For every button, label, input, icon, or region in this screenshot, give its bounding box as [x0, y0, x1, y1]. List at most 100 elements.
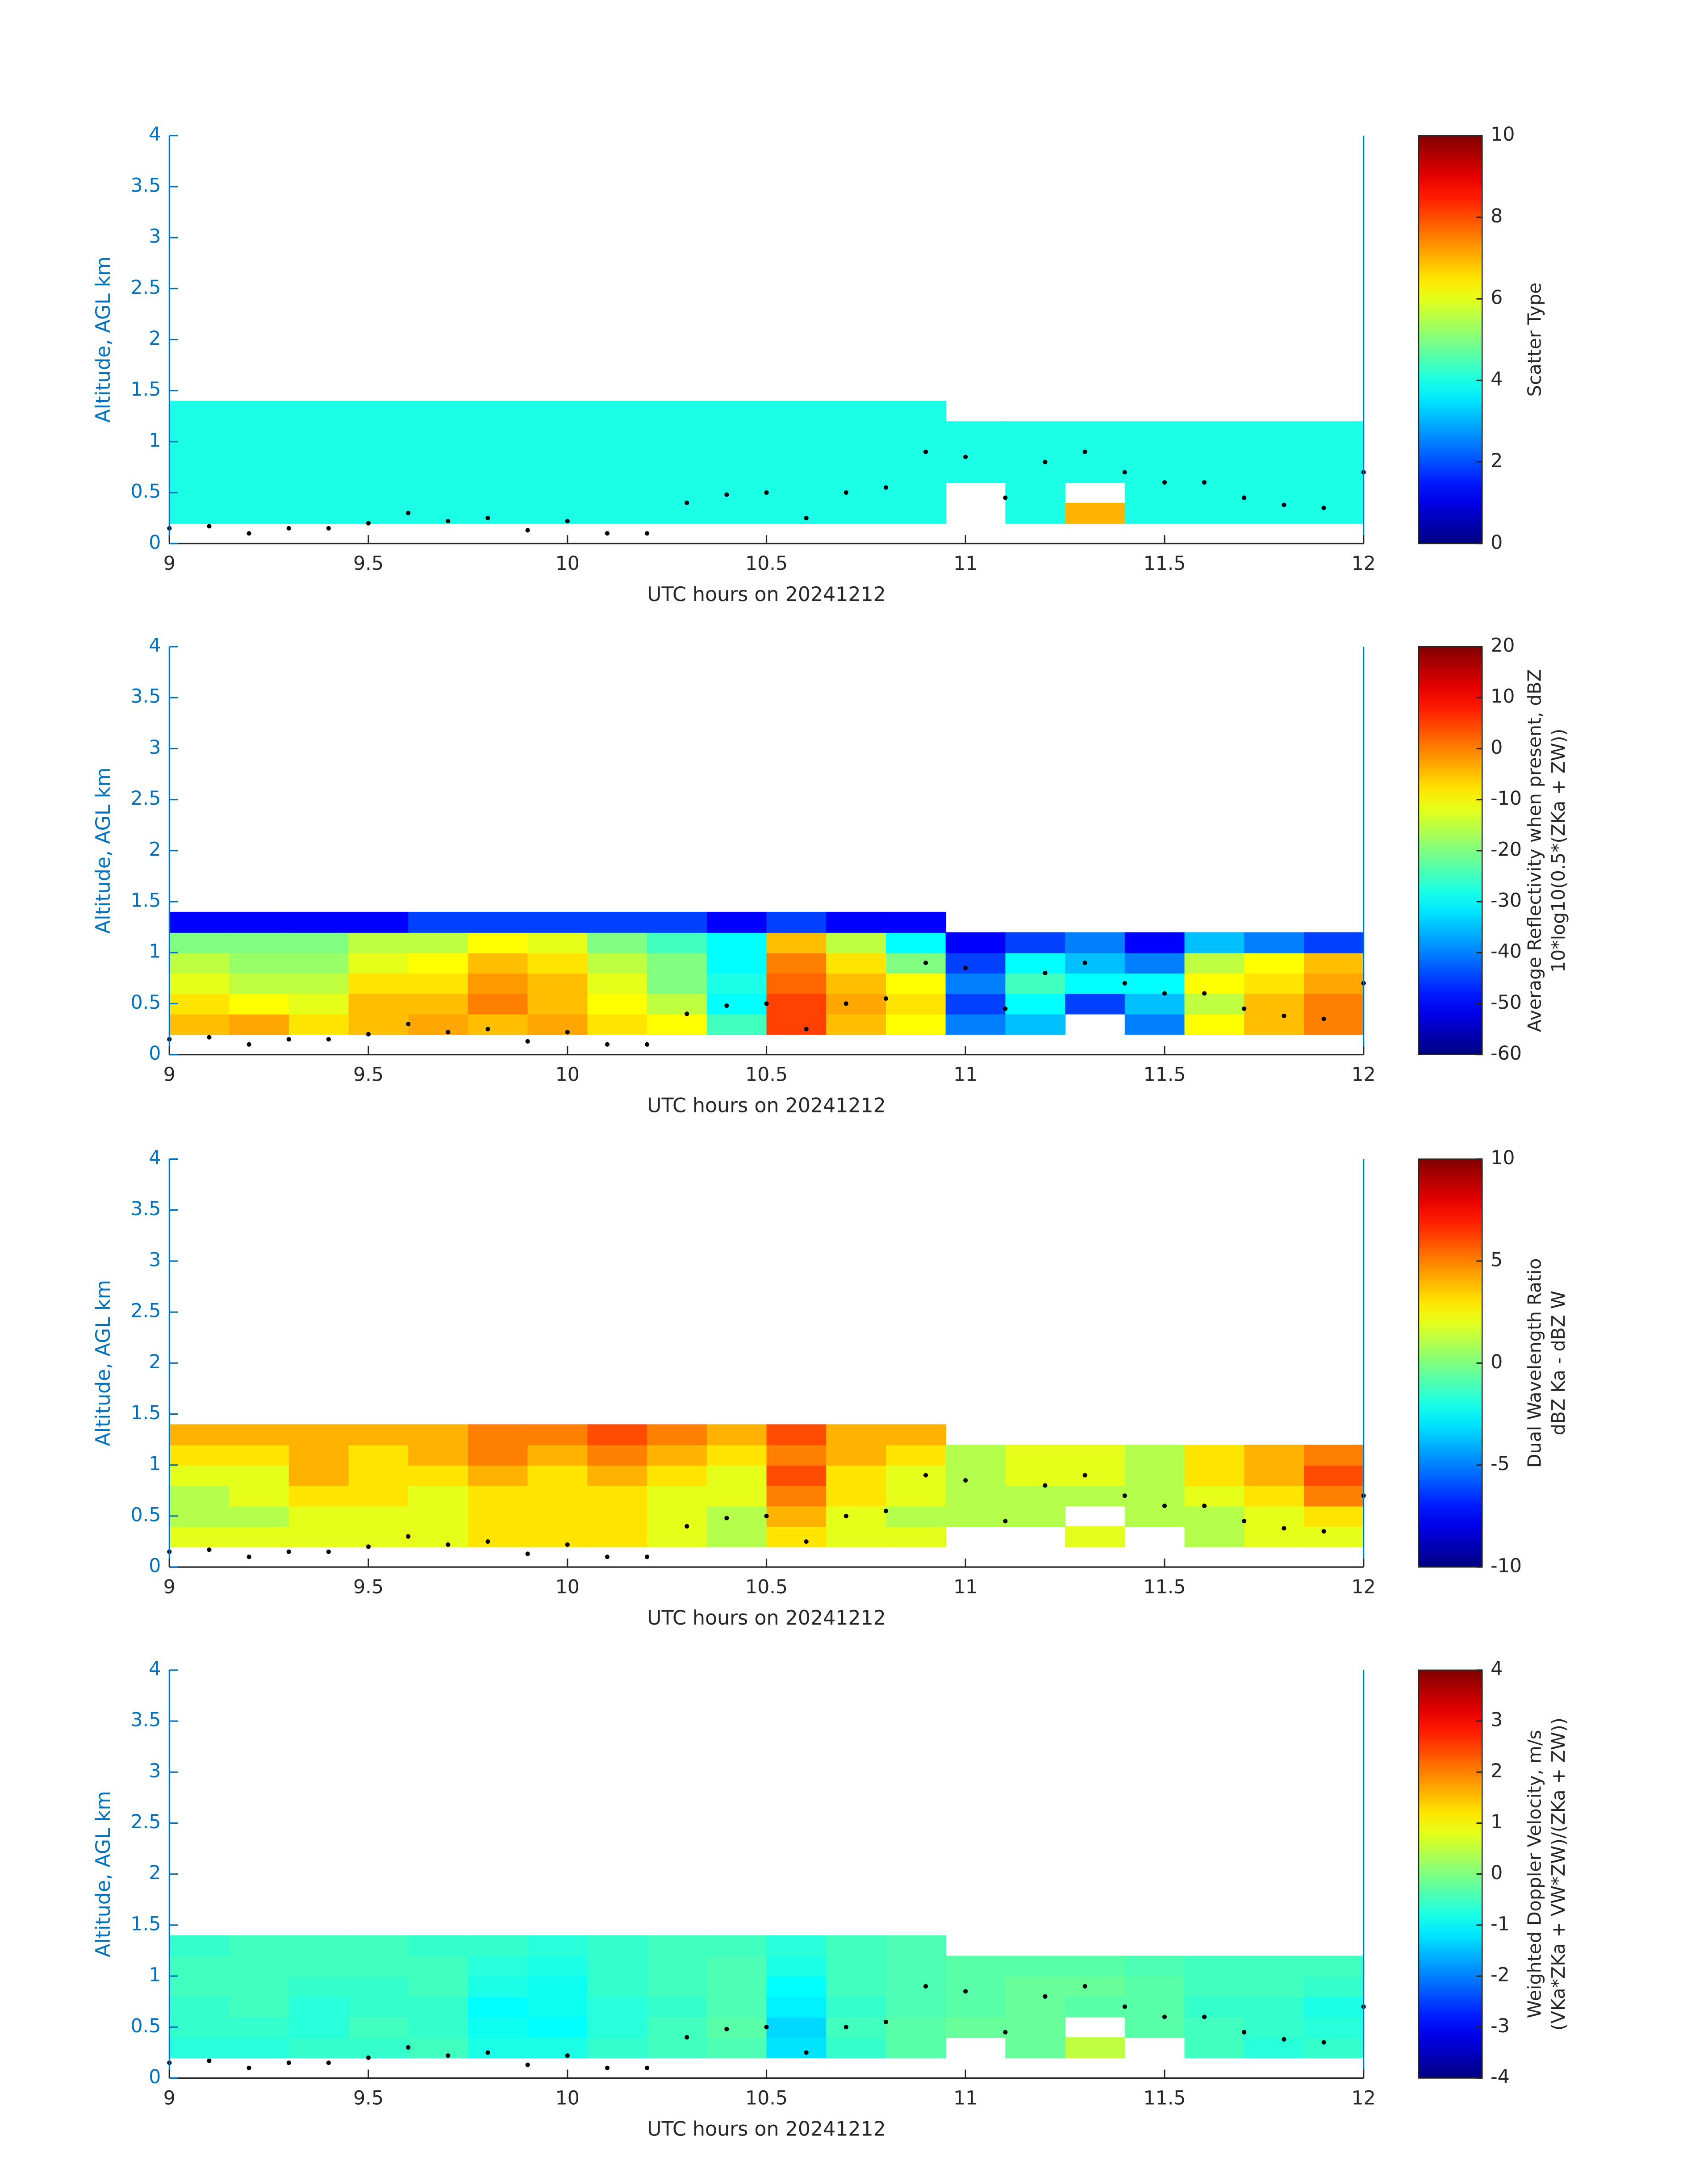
heatmap-cell [229, 1935, 290, 1956]
heatmap-cell [766, 462, 827, 483]
colorbar-tick-label: 10 [1491, 123, 1515, 146]
x-tick-label: 11.5 [1143, 1064, 1186, 1086]
point [366, 521, 371, 526]
y-tick-label: 1.5 [131, 1913, 161, 1935]
heatmap-cell [766, 2017, 827, 2038]
heatmap-cell [348, 1465, 409, 1486]
x-tick-label: 10.5 [745, 552, 788, 575]
point [1082, 961, 1087, 965]
heatmap-cell [527, 1526, 588, 1547]
heatmap-cell [288, 993, 349, 1015]
heatmap-cell [229, 911, 290, 933]
heatmap-cell [647, 1506, 708, 1527]
heatmap-cell [945, 462, 1006, 483]
heatmap-cell [1005, 1996, 1066, 2018]
heatmap-cell [468, 993, 528, 1015]
heatmap-cell [706, 1424, 767, 1446]
heatmap-cell [1244, 1956, 1305, 1977]
heatmap-cell [408, 482, 469, 504]
heatmap-cell [468, 973, 528, 994]
heatmap-cell [229, 1445, 290, 1466]
heatmap-cell [1184, 482, 1245, 504]
heatmap-cell [885, 482, 946, 504]
heatmap-cell [885, 1424, 946, 1446]
colorbar-label: Weighted Doppler Velocity, m/s [1524, 1730, 1545, 2018]
colorbar-tick-label: -40 [1491, 940, 1522, 963]
x-axis-label: UTC hours on 20241212 [647, 1607, 886, 1630]
heatmap-cell [408, 1935, 469, 1956]
heatmap-cell [587, 462, 648, 483]
x-tick-label: 12 [1352, 2087, 1376, 2109]
x-tick-label: 10 [555, 1576, 580, 1598]
colorbar-tick-label: -4 [1491, 2066, 1510, 2088]
x-tick-label: 11.5 [1143, 1576, 1186, 1598]
x-tick-label: 10.5 [745, 1064, 788, 1086]
heatmap-cell [1303, 993, 1364, 1015]
heatmap-cell [1244, 441, 1305, 463]
heatmap-cell [1303, 1956, 1364, 1977]
heatmap-cell [1005, 462, 1066, 483]
heatmap-cell [348, 911, 409, 933]
heatmap-cell [826, 1424, 887, 1446]
heatmap-cell [408, 1485, 469, 1507]
heatmap-cell [527, 1485, 588, 1507]
heatmap-cell [766, 1956, 827, 1977]
heatmap-cell [706, 953, 767, 974]
heatmap-cell [169, 1526, 230, 1547]
heatmap-cell [587, 1014, 648, 1035]
y-tick-label: 0 [149, 1555, 161, 1577]
y-tick-label: 4 [149, 635, 161, 657]
y-tick-label: 3 [149, 1760, 161, 1782]
point [1202, 480, 1207, 485]
x-tick-label: 9 [163, 1576, 175, 1598]
heatmap-cell [288, 2017, 349, 2038]
y-tick-label: 1.5 [131, 378, 161, 401]
point [1043, 460, 1048, 464]
heatmap-cell [1065, 953, 1126, 974]
heatmap-cell [468, 1465, 528, 1486]
heatmap-cell [468, 1956, 528, 1977]
heatmap-cell [527, 1506, 588, 1527]
y-axis-label: Altitude, AGL km [92, 256, 115, 422]
heatmap-cell [1124, 421, 1185, 443]
heatmap-cell [1124, 462, 1185, 483]
heatmap-cell [826, 1445, 887, 1466]
heatmap-cell [1303, 482, 1364, 504]
point [1162, 480, 1167, 485]
point [366, 1544, 371, 1549]
heatmap-cell [1184, 1465, 1245, 1486]
heatmap-cell [587, 482, 648, 504]
point [446, 518, 451, 524]
point [645, 2065, 650, 2070]
heatmap-cell [1244, 1445, 1305, 1466]
y-tick-label: 0 [149, 1042, 161, 1065]
heatmap-cell [885, 953, 946, 974]
heatmap-cell [587, 2037, 648, 2059]
y-tick-label: 2 [149, 838, 161, 861]
heatmap-cell [766, 421, 827, 443]
heatmap-cell [527, 482, 588, 504]
heatmap-cell [169, 993, 230, 1015]
point [326, 526, 331, 531]
heatmap-cell [945, 2017, 1006, 2038]
x-axis-label: UTC hours on 20241212 [647, 1095, 886, 1117]
point [246, 2065, 251, 2070]
heatmap-cell [169, 1445, 230, 1466]
point [1122, 2004, 1127, 2009]
point [645, 1554, 650, 1559]
heatmap-cell [348, 502, 409, 524]
heatmap-cell [766, 1465, 827, 1486]
point [246, 1554, 251, 1559]
heatmap-cell [885, 421, 946, 443]
heatmap-cell [647, 1465, 708, 1486]
heatmap-cell [766, 1976, 827, 1997]
heatmap-cell [826, 1526, 887, 1547]
heatmap-cell [408, 462, 469, 483]
heatmap-cell [169, 2037, 230, 2059]
x-tick-label: 10 [555, 1064, 580, 1086]
heatmap-cell [945, 421, 1006, 443]
heatmap-cell [1244, 1465, 1305, 1486]
heatmap-cell [1184, 1996, 1245, 2018]
heatmap-cell [1184, 1445, 1245, 1466]
heatmap-cell [1184, 1485, 1245, 1507]
